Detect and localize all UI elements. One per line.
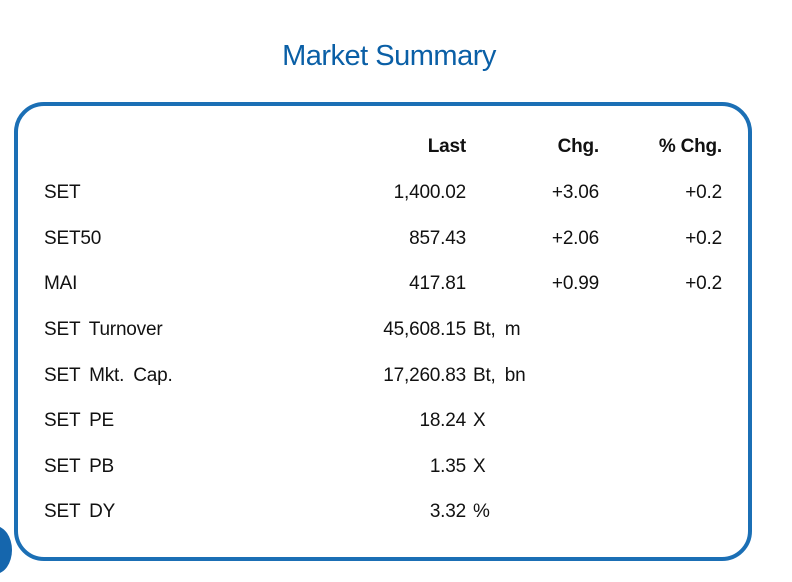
header-chg: Chg. — [557, 136, 600, 157]
row-label-set-dy: SET DY — [44, 501, 116, 522]
row-last-set: 1,400.02 — [393, 182, 467, 203]
page-title: Market Summary — [282, 40, 496, 72]
row-pct-chg-set50: +0.2 — [685, 228, 722, 249]
market-summary-panel — [14, 102, 752, 561]
row-chg-set50: +2.06 — [551, 228, 599, 249]
header-pct-chg: % Chg. — [658, 136, 722, 157]
row-unit-set-pe: X — [473, 410, 486, 431]
row-last-set-mkt-cap: 17,260.83 — [383, 365, 466, 386]
decorative-corner-shape — [0, 526, 12, 574]
row-unit-set-turnover: Bt, m — [473, 319, 521, 340]
row-label-set50: SET50 — [44, 228, 102, 249]
row-unit-set-mkt-cap: Bt, bn — [473, 365, 526, 386]
row-last-set-pb: 1.35 — [429, 456, 466, 477]
row-last-set-pe: 18.24 — [419, 410, 466, 431]
row-last-set-dy: 3.32 — [429, 501, 466, 522]
row-label-set: SET — [44, 182, 81, 203]
row-pct-chg-set: +0.2 — [685, 182, 722, 203]
row-chg-mai: +0.99 — [551, 273, 599, 294]
row-label-mai: MAI — [44, 273, 78, 294]
row-pct-chg-mai: +0.2 — [685, 273, 722, 294]
row-last-set-turnover: 45,608.15 — [383, 319, 466, 340]
header-last: Last — [427, 136, 466, 157]
row-label-set-mkt-cap: SET Mkt. Cap. — [44, 365, 173, 386]
row-label-set-pe: SET PE — [44, 410, 115, 431]
row-last-set50: 857.43 — [409, 228, 466, 249]
row-unit-set-pb: X — [473, 456, 486, 477]
row-chg-set: +3.06 — [551, 182, 599, 203]
row-label-set-turnover: SET Turnover — [44, 319, 163, 340]
row-last-mai: 417.81 — [409, 273, 466, 294]
row-unit-set-dy: % — [473, 501, 490, 522]
row-label-set-pb: SET PB — [44, 456, 115, 477]
